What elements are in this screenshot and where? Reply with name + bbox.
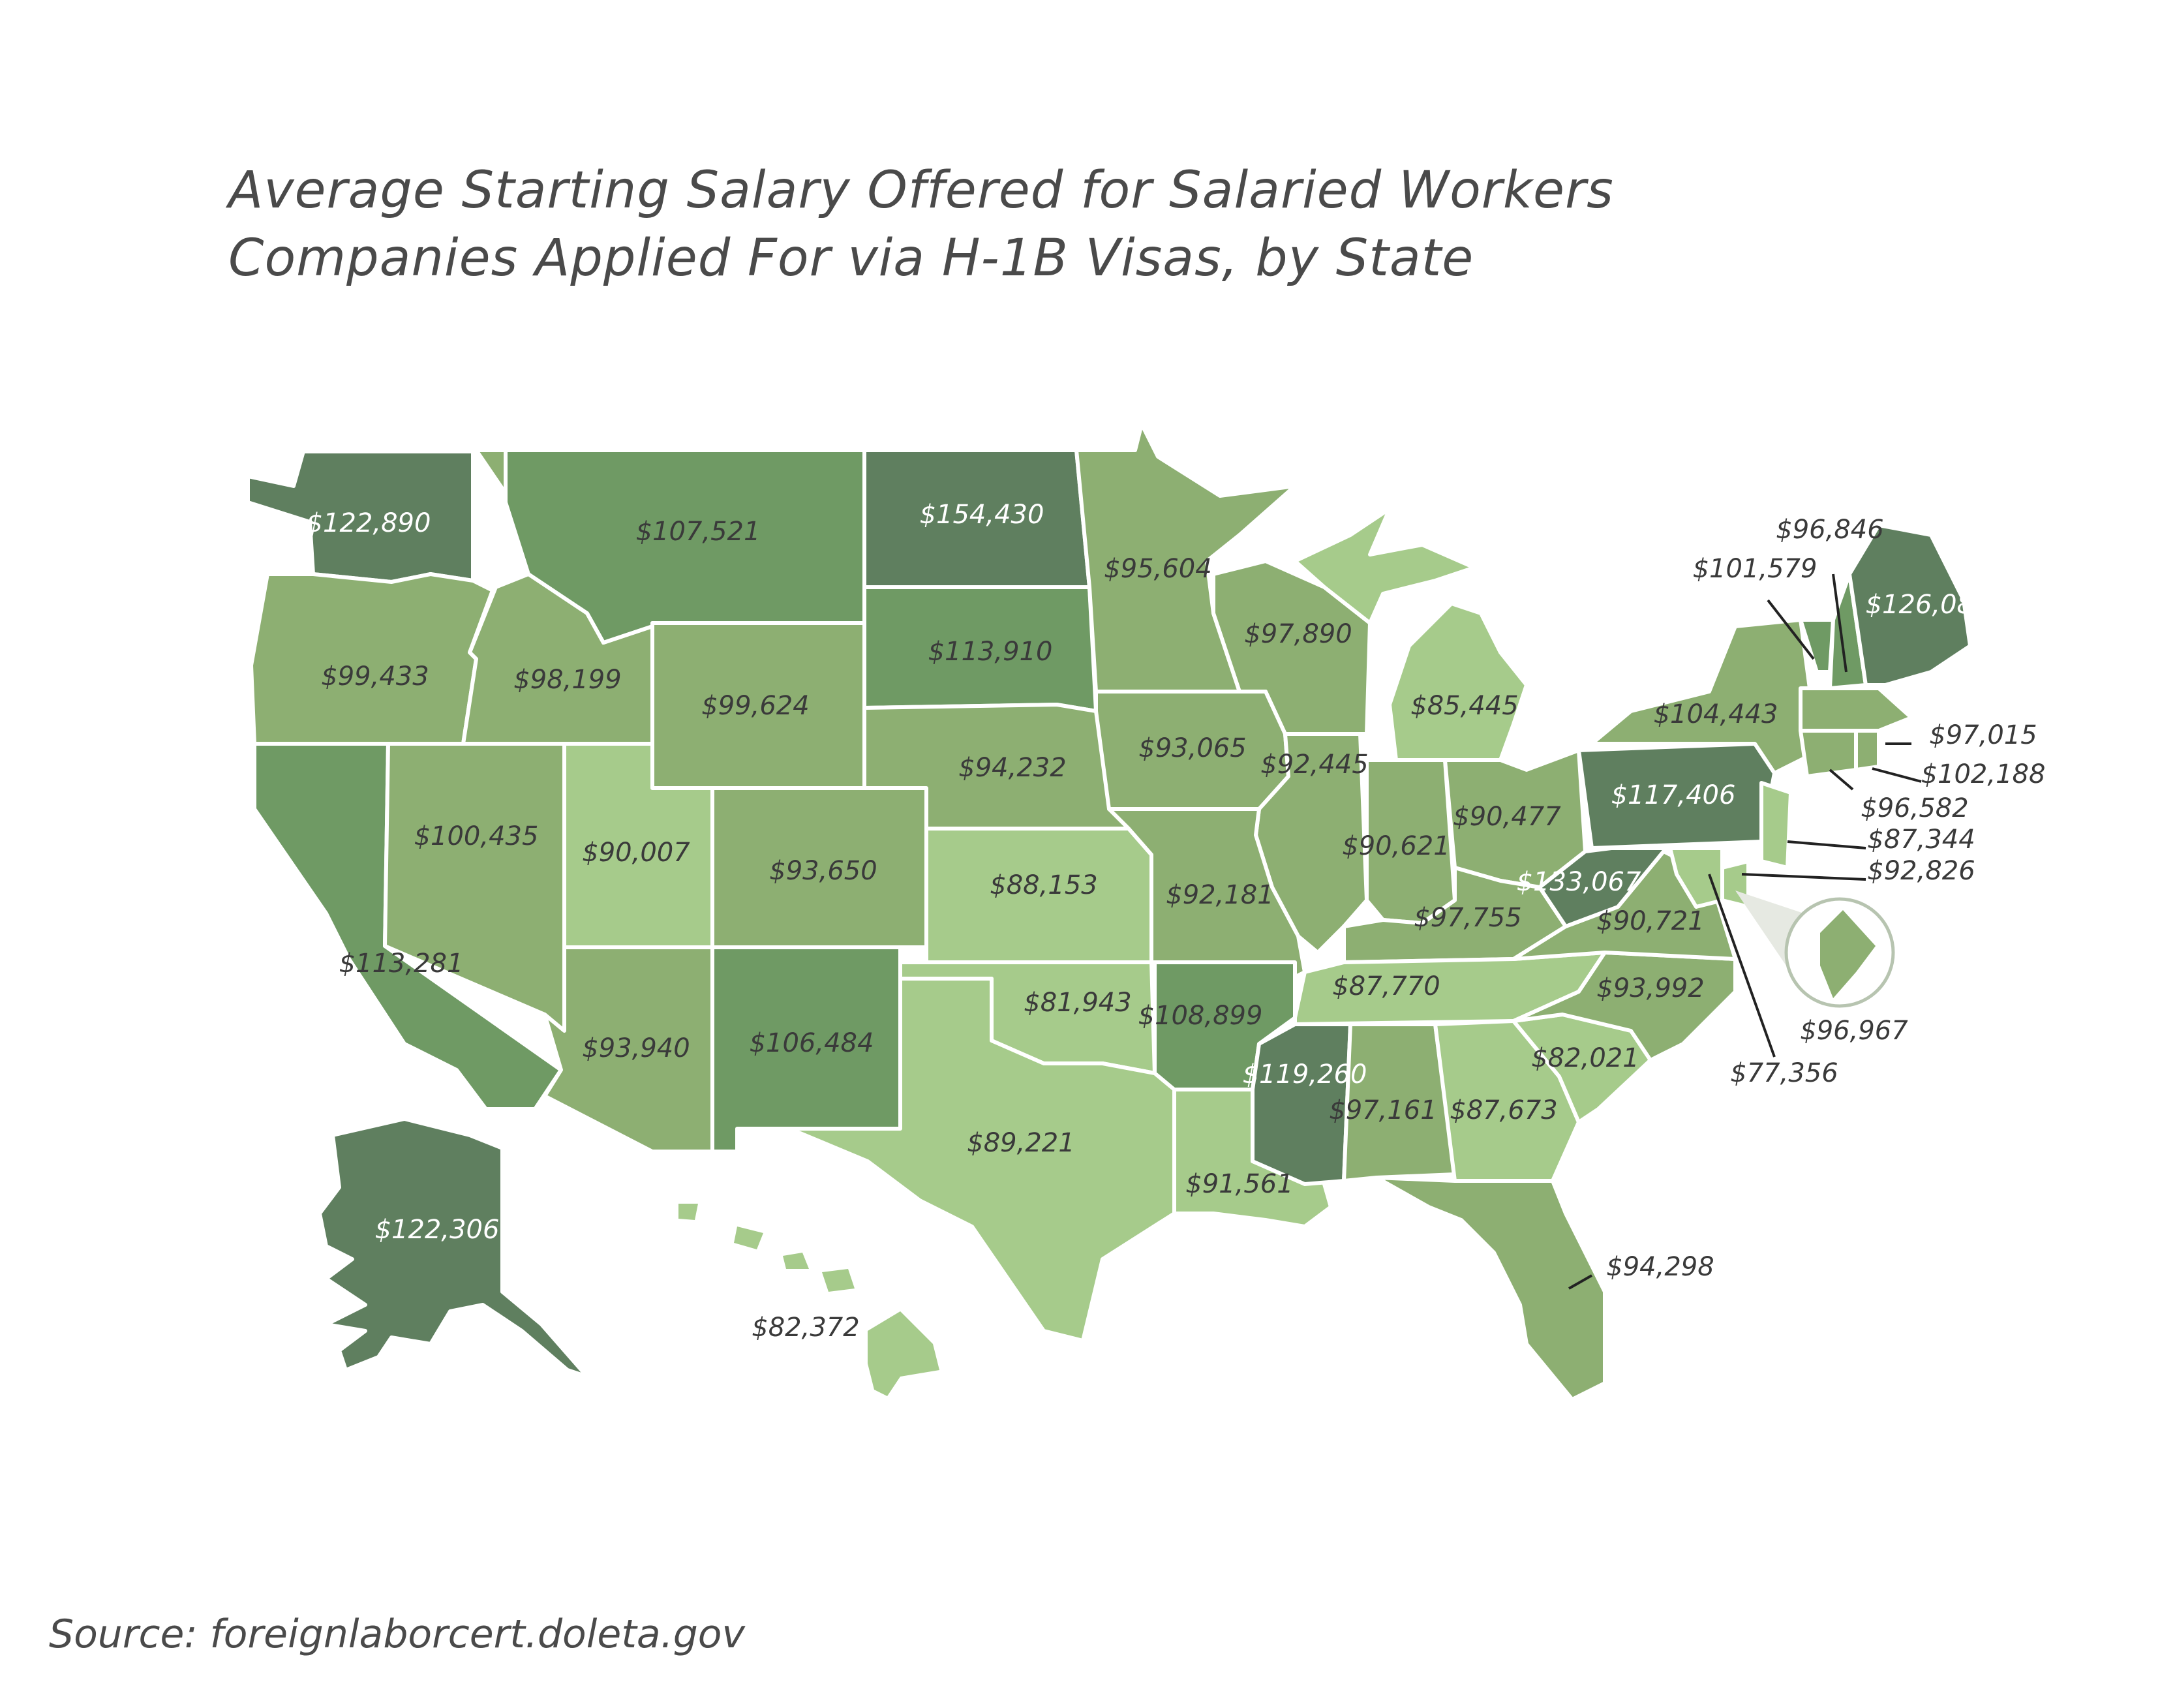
state-nm	[710, 945, 902, 1153]
chart-title: Average Starting Salary Offered for Sala…	[228, 157, 1614, 292]
state-ma	[1799, 686, 1913, 733]
label-ks: $88,153	[990, 870, 1097, 900]
state-ny	[1590, 618, 1816, 775]
hi-island-4	[734, 1227, 763, 1249]
title-line-2: Companies Applied For via H-1B Visas, by…	[228, 229, 1474, 288]
state-al	[1342, 1022, 1457, 1183]
leader-nh	[1832, 573, 1848, 673]
label-co: $93,650	[769, 856, 877, 886]
label-vt: $101,579	[1693, 554, 1818, 584]
label-la: $91,561	[1185, 1169, 1293, 1199]
leader-de	[1741, 873, 1866, 881]
leader-ri	[1872, 767, 1922, 783]
state-hi	[868, 1311, 939, 1396]
label-ia: $93,065	[1138, 733, 1246, 763]
state-ri	[1854, 729, 1881, 772]
leader-vt	[1767, 599, 1815, 660]
label-dc: $96,967	[1800, 1016, 1908, 1046]
leader-fl	[1568, 1274, 1592, 1290]
label-or: $99,433	[321, 662, 429, 692]
label-fl: $94,298	[1606, 1252, 1714, 1282]
label-mo: $92,181	[1166, 880, 1273, 910]
state-mi-upper	[1293, 507, 1476, 625]
label-ky: $97,755	[1414, 903, 1521, 933]
label-il: $92,445	[1260, 750, 1368, 780]
label-oh: $90,477	[1453, 802, 1561, 832]
label-ca: $113,281	[339, 949, 464, 979]
label-ct: $96,582	[1861, 793, 1968, 823]
label-ak: $122,306	[375, 1215, 500, 1245]
label-de: $92,826	[1867, 856, 1975, 886]
source-note: Source: foreignlaborcert.doleta.gov	[49, 1611, 745, 1657]
label-ny: $104,443	[1654, 699, 1778, 729]
label-me: $126,088	[1866, 590, 1990, 620]
label-wv: $133,067	[1517, 867, 1641, 897]
label-wy: $99,624	[701, 691, 809, 721]
label-in: $90,621	[1342, 831, 1450, 861]
hi-island-3	[783, 1253, 809, 1269]
label-wi: $97,890	[1244, 619, 1352, 649]
label-mt: $107,521	[636, 517, 761, 547]
label-nc: $93,992	[1596, 973, 1704, 1003]
label-mn: $95,604	[1104, 554, 1211, 584]
leader-md	[1708, 874, 1776, 1058]
label-hi: $82,372	[752, 1313, 859, 1343]
title-line-1: Average Starting Salary Offered for Sala…	[228, 161, 1614, 220]
state-dc	[1820, 910, 1876, 998]
label-nd: $154,430	[920, 500, 1044, 530]
state-or	[249, 572, 494, 746]
state-wv	[1538, 846, 1672, 928]
leader-ct	[1829, 769, 1854, 791]
label-tn: $87,770	[1332, 971, 1440, 1001]
state-md	[1668, 846, 1724, 909]
label-mi: $85,445	[1410, 691, 1518, 721]
state-nj	[1759, 781, 1793, 870]
label-id: $98,199	[513, 665, 621, 695]
label-nh: $96,846	[1776, 515, 1883, 545]
label-ne: $94,232	[958, 753, 1066, 783]
label-nv: $100,435	[414, 821, 539, 851]
state-labels: $122,890 $99,433 $113,281 $98,199 $100,435 $1…	[307, 500, 2046, 1343]
hi-island-5	[678, 1204, 698, 1220]
leader-nj	[1787, 840, 1866, 849]
label-wa: $122,890	[307, 508, 431, 538]
label-az: $93,940	[582, 1033, 690, 1063]
label-va: $90,721	[1596, 906, 1704, 936]
state-ct	[1799, 729, 1858, 778]
label-tx: $89,221	[967, 1128, 1074, 1158]
state-nc	[1512, 951, 1737, 1062]
state-me	[1848, 523, 1972, 687]
label-ut: $90,007	[582, 838, 690, 868]
label-sd: $113,910	[928, 637, 1053, 667]
label-ok: $81,943	[1024, 988, 1131, 1018]
state-mi	[1388, 602, 1529, 762]
state-ak	[318, 1117, 589, 1379]
label-nj: $87,344	[1867, 825, 1975, 855]
label-md: $77,356	[1730, 1058, 1838, 1088]
hi-island-2	[822, 1269, 855, 1292]
label-ms: $119,260	[1243, 1060, 1367, 1090]
state-fl	[1375, 1176, 1607, 1401]
label-ri: $102,188	[1921, 759, 2046, 789]
label-ar: $108,899	[1138, 1001, 1263, 1031]
label-nm: $106,484	[750, 1028, 874, 1058]
label-pa: $117,406	[1611, 780, 1736, 810]
label-ga: $87,673	[1450, 1095, 1557, 1125]
label-ma: $97,015	[1929, 720, 2037, 750]
state-mo	[1107, 807, 1307, 981]
state-tx	[787, 977, 1176, 1343]
label-sc: $82,021	[1531, 1043, 1639, 1073]
label-al: $97,161	[1329, 1095, 1437, 1125]
